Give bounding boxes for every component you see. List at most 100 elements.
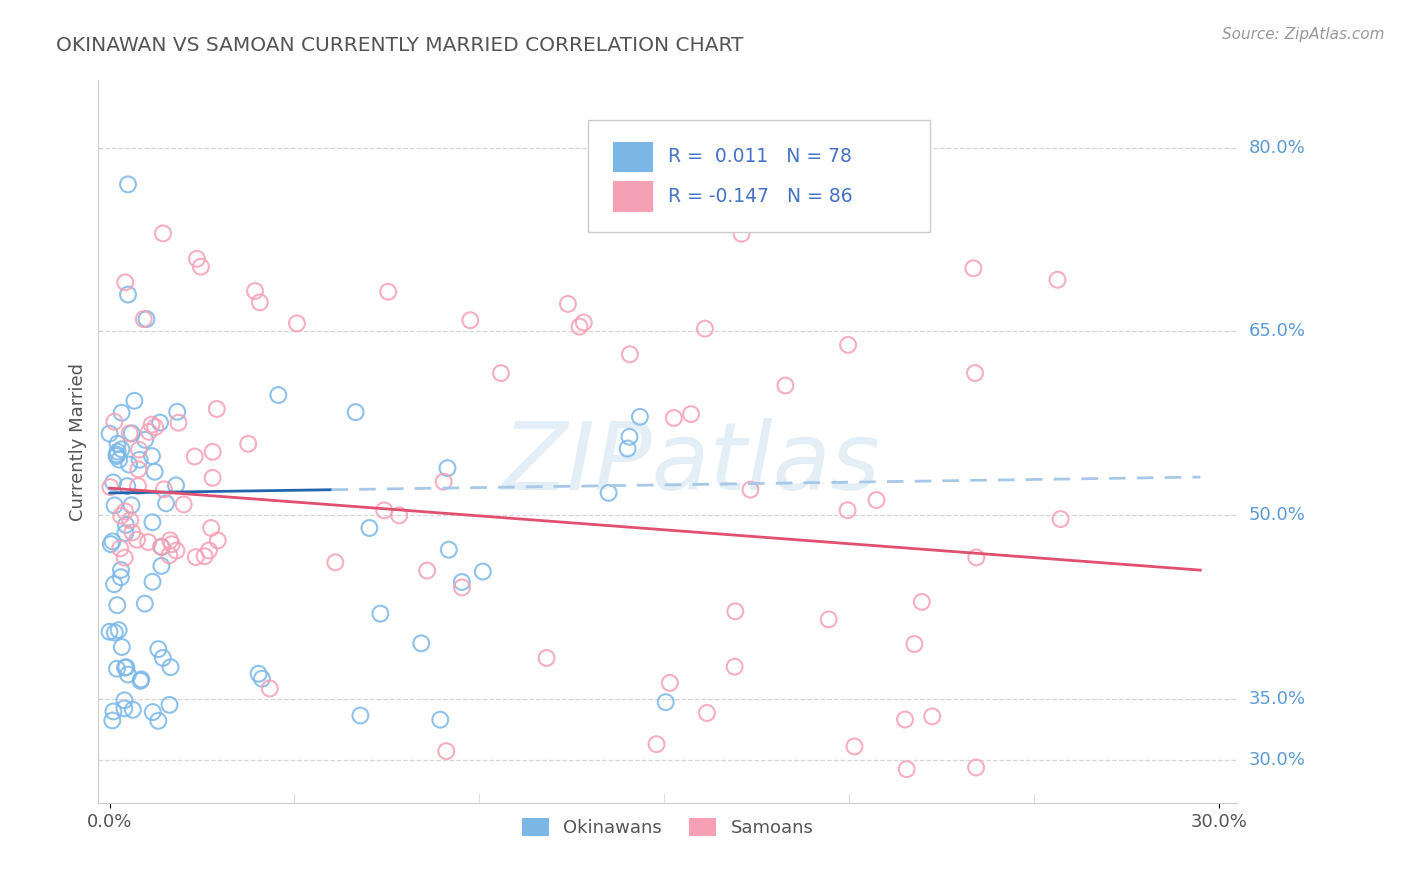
Point (658, 676, 681, 690)
Point (489, 366, 512, 380)
Point (267, 388, 290, 402)
Point (101, 475, 124, 490)
Point (165, 478, 187, 492)
Point (388, 508, 411, 523)
Point (247, 666, 270, 681)
Point (903, 637, 925, 651)
Point (121, 498, 143, 512)
Text: 65.0%: 65.0% (1249, 322, 1305, 341)
Point (117, 178, 139, 192)
Point (110, 442, 132, 457)
Point (135, 312, 157, 326)
Point (155, 496, 177, 510)
Point (150, 540, 173, 554)
Point (111, 640, 134, 654)
Point (201, 471, 224, 485)
Point (429, 713, 451, 727)
Point (105, 662, 128, 676)
Point (101, 714, 124, 728)
Text: 50.0%: 50.0% (1249, 506, 1305, 524)
Point (817, 612, 839, 626)
Point (103, 415, 125, 429)
Point (259, 681, 281, 696)
Point (201, 445, 224, 459)
Point (121, 525, 143, 540)
Point (115, 660, 138, 674)
Point (370, 607, 392, 621)
Point (557, 297, 579, 311)
Point (965, 550, 987, 565)
Point (114, 660, 136, 674)
Point (662, 411, 685, 425)
Point (894, 713, 917, 727)
Point (98, 624, 121, 639)
Point (104, 625, 127, 640)
Point (645, 737, 668, 751)
Point (143, 465, 166, 479)
Point (159, 698, 181, 712)
Point (152, 651, 174, 665)
Point (434, 744, 457, 758)
Text: R = -0.147   N = 86: R = -0.147 N = 86 (668, 187, 852, 206)
Point (141, 449, 163, 463)
Point (98, 426, 121, 441)
Point (173, 498, 195, 512)
Point (98, 480, 121, 494)
Point (696, 706, 718, 720)
Point (693, 321, 716, 335)
Point (107, 436, 129, 450)
Legend: Okinawans, Samoans: Okinawans, Samoans (515, 811, 821, 845)
Point (148, 714, 170, 728)
Point (127, 462, 149, 476)
Point (114, 276, 136, 290)
Point (136, 535, 159, 549)
Point (437, 542, 460, 557)
Point (141, 515, 163, 529)
Point (117, 287, 139, 301)
Point (963, 366, 986, 380)
Point (724, 659, 747, 673)
Point (436, 461, 458, 475)
Point (349, 708, 371, 723)
Text: ZIPatlas: ZIPatlas (502, 417, 880, 508)
Point (740, 483, 762, 497)
Point (921, 709, 943, 723)
Point (679, 407, 702, 421)
Point (568, 319, 591, 334)
Point (243, 284, 266, 298)
Point (865, 493, 887, 508)
FancyBboxPatch shape (613, 142, 652, 172)
Point (107, 623, 129, 637)
Point (132, 312, 155, 326)
Point (128, 442, 150, 457)
Point (416, 564, 439, 578)
Point (149, 416, 172, 430)
Point (157, 548, 180, 562)
FancyBboxPatch shape (613, 181, 652, 211)
Point (433, 475, 456, 489)
Point (724, 604, 747, 618)
Point (150, 540, 173, 554)
Point (186, 252, 208, 266)
Point (775, 378, 797, 392)
Point (344, 405, 367, 419)
Point (110, 541, 132, 556)
Point (153, 483, 176, 497)
Point (167, 416, 190, 430)
Text: OKINAWAN VS SAMOAN CURRENTLY MARRIED CORRELATION CHART: OKINAWAN VS SAMOAN CURRENTLY MARRIED COR… (56, 36, 744, 54)
Point (616, 442, 638, 456)
Point (134, 433, 156, 447)
Point (118, 458, 141, 472)
Point (114, 504, 136, 518)
Point (619, 347, 641, 361)
Point (207, 533, 229, 548)
Point (110, 570, 132, 584)
Point (129, 673, 152, 688)
Text: 35.0%: 35.0% (1249, 690, 1306, 707)
Point (572, 316, 595, 330)
Point (359, 521, 381, 535)
Point (190, 260, 212, 274)
Point (619, 430, 641, 444)
Point (1049, 512, 1071, 526)
Point (194, 549, 217, 564)
